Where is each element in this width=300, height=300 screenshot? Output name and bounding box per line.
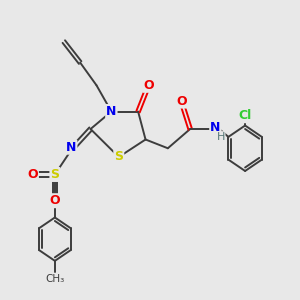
Text: H: H — [217, 132, 225, 142]
Text: S: S — [114, 151, 123, 164]
Text: O: O — [176, 94, 187, 107]
Text: O: O — [27, 168, 38, 181]
Text: Cl: Cl — [238, 109, 252, 122]
Text: N: N — [210, 121, 220, 134]
Text: N: N — [106, 105, 116, 118]
Text: O: O — [50, 194, 60, 207]
Text: CH₃: CH₃ — [45, 274, 64, 284]
Text: O: O — [143, 79, 154, 92]
Text: S: S — [50, 168, 59, 181]
Text: N: N — [66, 141, 76, 154]
